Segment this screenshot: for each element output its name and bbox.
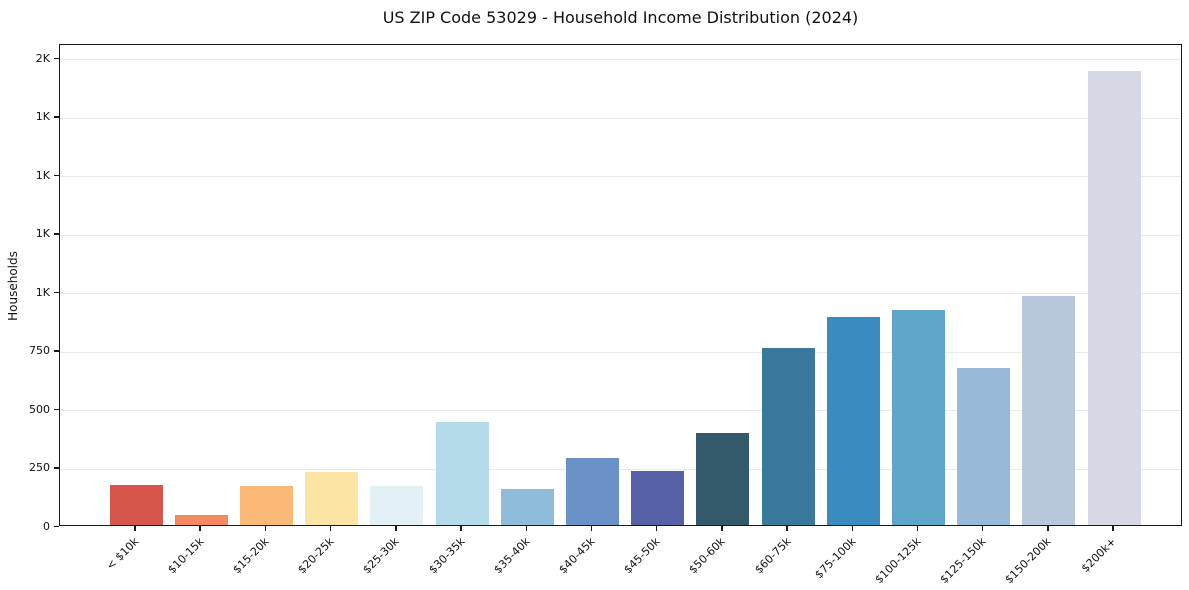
bar xyxy=(1087,71,1141,525)
x-tick-label-text: $30-35k xyxy=(425,535,468,577)
x-tick-label-text: $15-20k xyxy=(230,535,272,577)
gridline xyxy=(60,176,1181,177)
y-tick-label: 1K xyxy=(35,285,50,299)
x-tick-mark xyxy=(460,526,462,531)
bar xyxy=(891,309,945,525)
x-tick-label-text: < $10k xyxy=(103,535,142,573)
x-tick-mark xyxy=(655,526,658,531)
x-tick-mark xyxy=(721,526,723,531)
x-tick-mark xyxy=(395,526,397,531)
y-tick-mark xyxy=(54,174,59,176)
y-tick-mark xyxy=(54,408,59,410)
gridline xyxy=(60,293,1181,294)
bar xyxy=(109,485,163,525)
y-tick-label: 250 xyxy=(29,461,50,474)
gridline xyxy=(60,351,1181,353)
gridline xyxy=(60,117,1181,119)
y-tick-mark xyxy=(54,291,59,293)
bar xyxy=(696,432,750,525)
bar xyxy=(370,486,424,525)
x-tick-label-text: $20-25k xyxy=(295,535,337,577)
x-tick-label-text: $50-60k xyxy=(686,535,728,577)
x-tick-label-text: $35-40k xyxy=(491,535,533,577)
y-tick-label: 1K xyxy=(35,110,50,123)
x-tick-mark xyxy=(981,526,984,531)
x-tick-label-text: $40-45k xyxy=(556,535,598,577)
bar xyxy=(957,368,1011,525)
y-tick-mark xyxy=(54,467,59,469)
bar xyxy=(1022,295,1076,525)
x-tick-label-text: $100-125k xyxy=(872,535,924,587)
gridline xyxy=(60,59,1181,60)
y-tick-mark xyxy=(54,57,59,59)
y-tick-label: 2K xyxy=(35,51,50,65)
x-tick-mark xyxy=(851,526,853,531)
x-tick-mark xyxy=(199,526,201,531)
y-tick-mark xyxy=(54,525,59,527)
bar xyxy=(500,488,554,525)
y-tick-label: 500 xyxy=(29,402,50,416)
bar xyxy=(631,471,685,525)
y-tick-mark xyxy=(54,233,59,235)
x-tick-mark xyxy=(525,526,527,531)
bar xyxy=(239,486,293,525)
x-tick-label-text: $75-100k xyxy=(812,535,859,582)
x-tick-label-text: $10-15k xyxy=(165,535,207,577)
y-tick-mark xyxy=(54,116,59,118)
x-tick-mark xyxy=(329,526,332,531)
bar xyxy=(761,348,815,525)
x-tick-label-text: $45-50k xyxy=(621,535,663,577)
y-tick-mark xyxy=(54,350,59,352)
bar xyxy=(826,316,880,525)
y-tick-label: 1K xyxy=(35,168,50,182)
gridline xyxy=(60,468,1181,470)
x-tick-mark xyxy=(916,526,919,531)
bar xyxy=(565,458,619,525)
x-tick-mark xyxy=(786,526,788,531)
x-tick-label-text: $200k+ xyxy=(1079,535,1120,576)
y-tick-label: 750 xyxy=(29,344,50,357)
chart-title: US ZIP Code 53029 - Household Income Dis… xyxy=(382,8,859,27)
bar xyxy=(305,472,359,525)
x-tick-mark xyxy=(1047,526,1049,531)
bar xyxy=(174,514,228,525)
bar xyxy=(435,422,489,525)
y-tick-label: 1K xyxy=(35,227,50,240)
x-tick-label-text: $150-200k xyxy=(1002,535,1054,587)
gridline xyxy=(60,410,1181,411)
y-tick-label: 0 xyxy=(43,519,50,533)
x-tick-mark xyxy=(1112,526,1114,531)
x-tick-mark xyxy=(590,526,593,531)
x-tick-mark xyxy=(264,526,267,531)
x-tick-mark xyxy=(134,526,136,531)
gridline xyxy=(60,234,1181,236)
x-tick-label-text: $25-30k xyxy=(360,535,402,577)
plot-area xyxy=(59,44,1182,526)
x-tick-label-text: $125-150k xyxy=(937,535,989,587)
x-tick-label-text: $60-75k xyxy=(751,535,794,577)
